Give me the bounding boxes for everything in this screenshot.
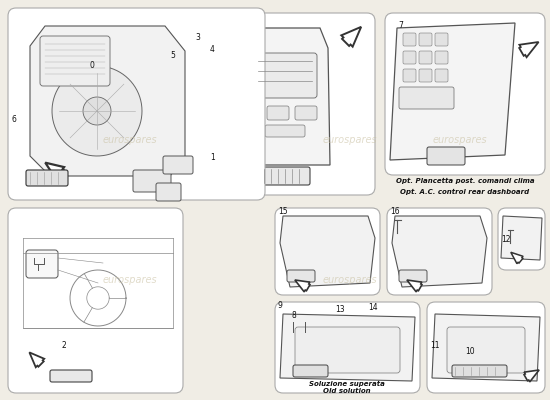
Text: eurospares: eurospares [103, 275, 157, 285]
FancyBboxPatch shape [452, 365, 507, 377]
FancyBboxPatch shape [275, 302, 420, 393]
Text: 6: 6 [12, 116, 17, 124]
Text: eurospares: eurospares [323, 275, 377, 285]
FancyBboxPatch shape [163, 156, 193, 174]
FancyBboxPatch shape [133, 170, 171, 192]
Text: 2: 2 [62, 340, 67, 350]
Text: 3: 3 [195, 34, 200, 42]
FancyBboxPatch shape [26, 170, 68, 186]
FancyBboxPatch shape [403, 51, 416, 64]
Text: 16: 16 [390, 208, 400, 216]
Text: 13: 13 [335, 306, 345, 314]
Polygon shape [240, 28, 330, 165]
Text: eurospares: eurospares [323, 135, 377, 145]
FancyBboxPatch shape [403, 33, 416, 46]
FancyBboxPatch shape [295, 106, 317, 120]
Text: 10: 10 [465, 348, 475, 356]
Polygon shape [45, 163, 64, 179]
FancyBboxPatch shape [26, 250, 58, 278]
Polygon shape [280, 314, 415, 381]
Text: 9: 9 [278, 302, 283, 310]
FancyBboxPatch shape [50, 370, 92, 382]
Text: 12: 12 [501, 236, 510, 244]
FancyBboxPatch shape [260, 167, 310, 185]
Text: Soluzione superata: Soluzione superata [309, 381, 385, 387]
Text: Opt. A.C. control rear dashboard: Opt. A.C. control rear dashboard [400, 189, 530, 195]
Text: eurospares: eurospares [103, 135, 157, 145]
FancyBboxPatch shape [8, 208, 183, 393]
FancyBboxPatch shape [8, 8, 265, 200]
Polygon shape [432, 314, 540, 381]
Text: 8: 8 [292, 310, 297, 320]
Polygon shape [511, 252, 523, 264]
Text: 11: 11 [430, 340, 439, 350]
Polygon shape [30, 26, 185, 176]
Text: eurospares: eurospares [433, 135, 487, 145]
FancyBboxPatch shape [293, 365, 328, 377]
FancyBboxPatch shape [387, 208, 492, 295]
FancyBboxPatch shape [267, 106, 289, 120]
FancyBboxPatch shape [40, 36, 110, 86]
FancyBboxPatch shape [156, 183, 181, 201]
Polygon shape [83, 97, 111, 125]
FancyBboxPatch shape [295, 327, 400, 373]
FancyBboxPatch shape [435, 33, 448, 46]
FancyBboxPatch shape [399, 87, 454, 109]
FancyBboxPatch shape [419, 51, 432, 64]
Text: Opt. Plancetta post. comandi clima: Opt. Plancetta post. comandi clima [395, 178, 534, 184]
FancyBboxPatch shape [195, 13, 375, 195]
Polygon shape [342, 27, 361, 47]
FancyBboxPatch shape [287, 270, 315, 282]
FancyBboxPatch shape [253, 53, 317, 98]
Polygon shape [524, 370, 539, 382]
Polygon shape [295, 280, 310, 292]
Polygon shape [280, 216, 375, 287]
FancyBboxPatch shape [399, 270, 427, 282]
Text: Old solution: Old solution [323, 388, 371, 394]
FancyBboxPatch shape [419, 33, 432, 46]
Polygon shape [407, 280, 422, 292]
FancyBboxPatch shape [385, 13, 545, 175]
FancyBboxPatch shape [435, 69, 448, 82]
Polygon shape [392, 216, 487, 287]
FancyBboxPatch shape [435, 51, 448, 64]
Polygon shape [519, 42, 538, 57]
Text: 7: 7 [398, 22, 403, 30]
Polygon shape [390, 23, 515, 160]
FancyBboxPatch shape [275, 208, 380, 295]
FancyBboxPatch shape [403, 69, 416, 82]
Text: 15: 15 [278, 208, 288, 216]
Text: 1: 1 [210, 154, 214, 162]
Text: 4: 4 [210, 46, 215, 54]
FancyBboxPatch shape [427, 302, 545, 393]
FancyBboxPatch shape [498, 208, 545, 270]
Polygon shape [29, 352, 44, 367]
FancyBboxPatch shape [427, 147, 465, 165]
FancyBboxPatch shape [265, 125, 305, 137]
Text: 14: 14 [368, 304, 378, 312]
FancyBboxPatch shape [419, 69, 432, 82]
Text: 5: 5 [170, 50, 175, 60]
FancyBboxPatch shape [447, 327, 525, 373]
Polygon shape [52, 66, 142, 156]
Text: 0: 0 [90, 60, 95, 70]
Polygon shape [501, 216, 542, 260]
